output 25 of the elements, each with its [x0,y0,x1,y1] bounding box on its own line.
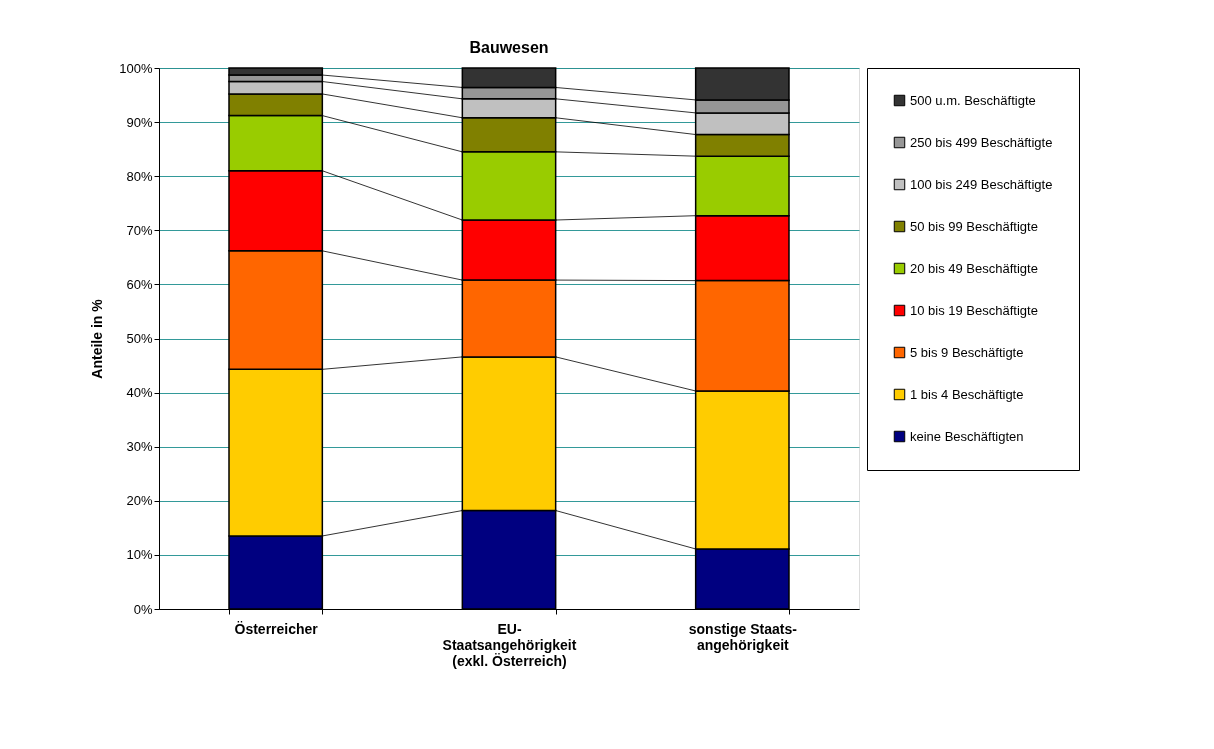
y-tick-label: 20% [126,493,153,509]
y-tick-label: 50% [126,331,153,346]
y-tick-label: 60% [126,276,153,292]
legend-label: 50 bis 99 Beschäftigte [910,218,1038,234]
legend-label: 500 u.m. Beschäftigte [910,92,1036,108]
x-tick-label: Österreicher [234,620,319,637]
y-tick-label: 10% [126,547,153,563]
x-tick-label: sonstige Staats- angehörigkeit [688,620,798,653]
legend-label: 20 bis 49 Beschäftigte [910,260,1038,276]
y-tick-label: 80% [126,168,153,184]
y-tick-label: 100% [119,60,153,76]
y-tick-label: 90% [126,114,153,130]
legend-label: 250 bis 499 Beschäftigte [910,134,1053,150]
y-tick-label: 30% [126,439,153,455]
x-tick-label: EU- Staatsangehörigkeit (exkl. Österreich) [442,620,577,669]
legend-label: keine Beschäftigten [910,428,1024,444]
legend-label: 5 bis 9 Beschäftigte [910,344,1024,360]
chart-title: Bauwesen [469,39,549,56]
y-axis-title: Anteile in % [89,298,106,379]
y-tick-label: 40% [126,385,153,401]
y-tick-label: 70% [126,222,153,238]
legend-label: 100 bis 249 Beschäftigte [910,176,1053,192]
legend-label: 1 bis 4 Beschäftigte [910,386,1024,402]
legend-label: 10 bis 19 Beschäftigte [910,302,1038,318]
y-tick-label: 0% [133,601,153,617]
